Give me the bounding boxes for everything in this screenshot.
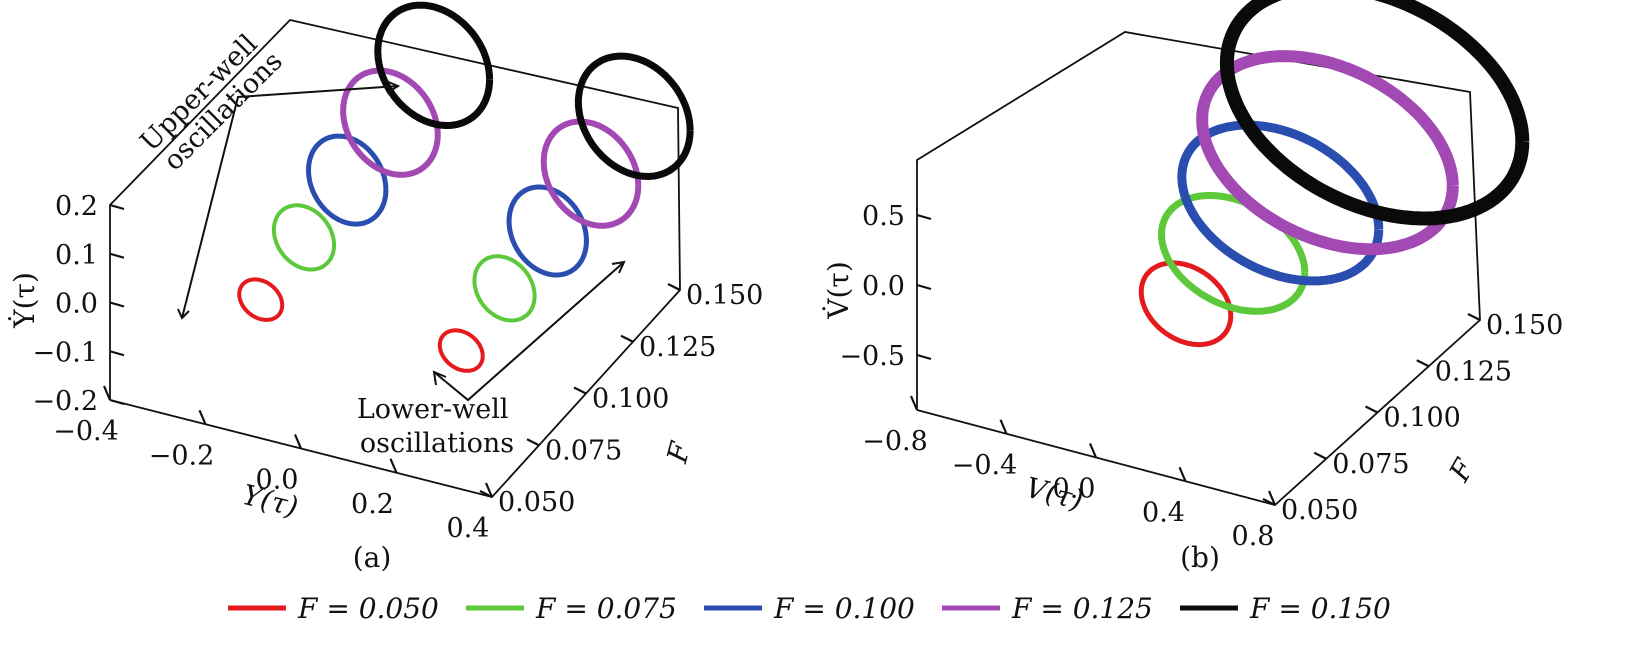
panel-a-orbit-lower-F0.050 (437, 328, 485, 373)
panel-b-x-tick (1088, 443, 1098, 458)
panel-a-orbit-lower-F0.100 (506, 184, 589, 278)
panel-b-z-tick-label: −0.5 (839, 341, 905, 372)
panel-b-orbit-cross-well-F0.050 (1138, 260, 1234, 348)
panel-a-y-label: F (660, 437, 698, 467)
panel-b-f-tick-label: 0.125 (1435, 356, 1512, 387)
panel-b-x-tick (999, 419, 1008, 435)
panel-b-f-tick-label: 0.050 (1281, 495, 1358, 526)
panel-a-f-tick (620, 334, 634, 343)
panel-b-x-tick-label: 0.8 (1232, 521, 1275, 552)
panel-a-orbit-lower-F0.125 (540, 118, 642, 229)
upper-well-arrows (177, 80, 401, 320)
panel-b-z-tick (916, 283, 932, 291)
panel-a-caption: (a) (353, 541, 392, 574)
panel-a-f-tick (573, 386, 587, 395)
panel-a-ticks: −0.4−0.20.00.20.40.0500.0750.1000.1250.1… (32, 191, 763, 544)
lower-well-arrows (432, 260, 626, 402)
panel-a-z-label: Ẏ(τ) (8, 272, 41, 329)
legend-label-F_0.075: F = 0.075 (535, 592, 677, 625)
panel-b-f-tick (1365, 405, 1378, 414)
panel-b-f-tick (1416, 359, 1430, 368)
panel-a-f-tick-label: 0.050 (498, 487, 575, 518)
panel-a-x-tick-label: −0.2 (149, 440, 215, 471)
panel-a-z-tick-label: 0.0 (55, 289, 98, 320)
legend-label-F_0.050: F = 0.050 (297, 592, 439, 625)
panel-a-f-tick-label: 0.100 (592, 384, 669, 415)
panel-b-f-tick-label: 0.100 (1384, 403, 1461, 434)
panel-a-z-tick (109, 252, 125, 259)
lower-well-annotation: Lower-well oscillations (357, 394, 517, 459)
panel-a-orbit-upper-F0.100 (306, 133, 389, 227)
panel-a-orbit-upper-F0.050 (237, 277, 285, 322)
panel-b-x-tick-label: 0.4 (1142, 497, 1185, 528)
panel-a-x-tick-label: 0.0 (256, 465, 299, 496)
panel-a-orbits (237, 1, 694, 373)
panel-a: −0.4−0.20.00.20.40.0500.0750.1000.1250.1… (8, 1, 763, 574)
panel-a-f-tick (667, 283, 681, 291)
panel-b-orbit-cross-well-F0.125 (1196, 50, 1459, 256)
panel-a-z-tick (109, 350, 125, 357)
panel-a-orbit-upper-F0.150 (374, 1, 494, 129)
panel-b-orbits (1138, 0, 1530, 348)
panel-a-f-tick (479, 490, 493, 498)
panel-b-x-tick (1267, 490, 1277, 506)
panel-a-z-tick-label: −0.2 (32, 386, 98, 417)
panel-b-f-tick-label: 0.150 (1486, 310, 1563, 341)
panel-a-f-tick-label: 0.075 (545, 435, 622, 466)
panel-a-z-tick-label: 0.2 (55, 191, 98, 222)
panel-b-x-tick-label: 0.0 (1053, 474, 1096, 505)
panel-b-f-tick (1313, 451, 1327, 460)
panel-a-f-tick-label: 0.125 (639, 332, 716, 363)
legend: F = 0.050 F = 0.075 F = 0.100 F = 0.125 F = … (228, 592, 1391, 625)
panel-b-orbit-cross-well-F0.150 (1219, 0, 1530, 226)
panel-b-ticks: −0.8 −0.4 0.0 0.4 0.80.050 0.075 0.100 0.125 0.1… (839, 201, 1563, 552)
legend-label-F_0.125: F = 0.125 (1011, 592, 1153, 625)
panel-a-orbit-upper-F0.125 (340, 67, 441, 178)
panel-a-x-tick-label: 0.2 (351, 489, 394, 520)
panel-b-x-tick (1178, 466, 1187, 482)
panel-b-x-tick-label: −0.4 (952, 450, 1018, 481)
panel-b-orbit-cross-well-F0.100 (1177, 120, 1384, 286)
panel-b-y-label: F (1442, 452, 1482, 488)
panel-b-f-tick-label: 0.075 (1332, 449, 1409, 480)
panel-a-x-tick (293, 434, 303, 449)
panel-b-z-tick (916, 353, 932, 361)
panel-a-orbit-lower-F0.075 (472, 254, 537, 323)
panel-a-x-tick (198, 409, 207, 425)
panel-a-z-tick (109, 301, 125, 308)
panel-a-orbit-upper-F0.075 (271, 203, 336, 272)
panel-b-z-tick (916, 213, 932, 221)
upper-well-annotation: Upper-well oscillations (134, 22, 290, 178)
panel-b-x-tick (909, 395, 919, 411)
panel-a-z-tick-label: −0.1 (32, 337, 98, 368)
panel-b-z-tick-label: 0.5 (862, 201, 905, 232)
panel-b-f-tick (1467, 313, 1481, 321)
panel-a-x-tick (484, 482, 494, 498)
panel-a-z-tick (109, 398, 125, 406)
panel-b-f-tick (1262, 498, 1276, 506)
panel-b: −0.8 −0.4 0.0 0.4 0.80.050 0.075 0.100 0.125 0.1… (822, 0, 1563, 574)
panel-b-x-tick-label: −0.8 (862, 426, 928, 457)
panel-a-f-tick-label: 0.150 (686, 280, 763, 311)
panel-a-z-tick-label: 0.1 (55, 240, 98, 271)
panel-a-orbit-lower-F0.150 (574, 52, 694, 180)
panel-a-z-tick (109, 203, 125, 211)
panel-a-x-tick (389, 458, 398, 474)
panel-b-caption: (b) (1180, 541, 1220, 574)
panel-a-f-tick (526, 438, 540, 447)
panel-b-z-label: V̇(τ) (822, 261, 855, 320)
legend-label-F_0.100: F = 0.100 (773, 592, 915, 625)
panel-b-z-tick-label: 0.0 (862, 271, 905, 302)
panel-a-x-tick-label: −0.4 (53, 416, 119, 447)
legend-label-F_0.150: F = 0.150 (1249, 592, 1391, 625)
panel-a-x-tick (102, 385, 112, 401)
panel-a-x-tick-label: 0.4 (447, 513, 490, 544)
